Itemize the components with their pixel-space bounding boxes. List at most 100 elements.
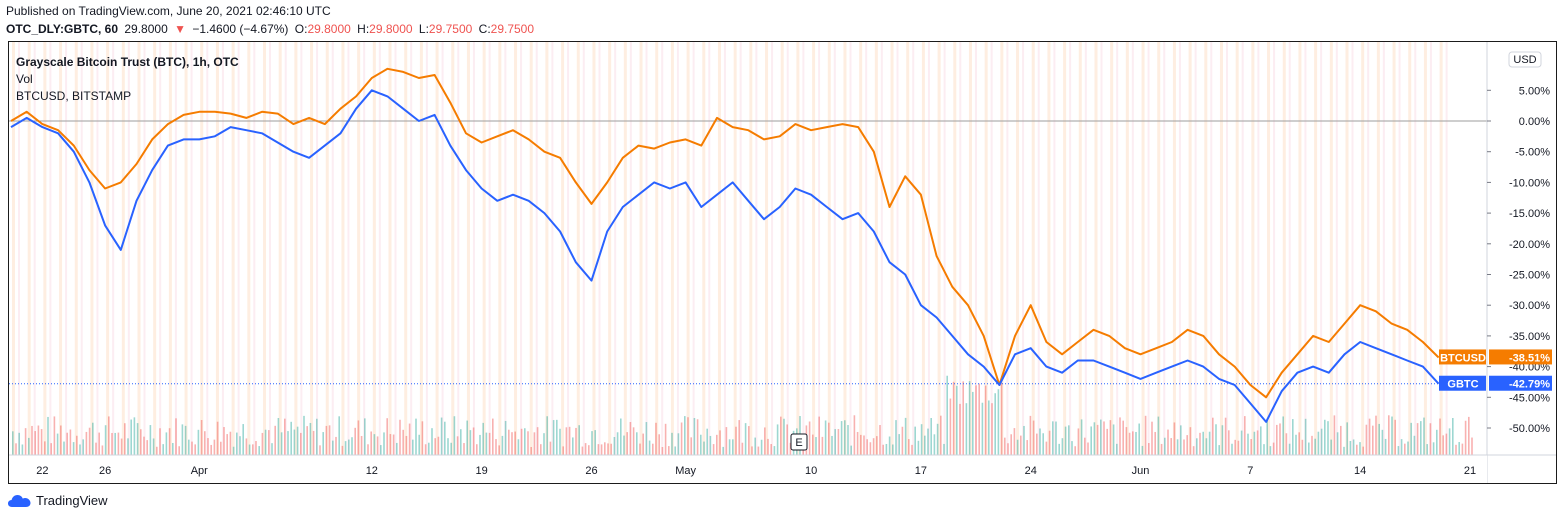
session-stripe: [410, 42, 413, 455]
volume-bar: [690, 437, 692, 455]
volume-bar: [488, 432, 491, 455]
session-stripe: [670, 42, 674, 455]
volume-bar: [130, 419, 132, 455]
volume-bar: [271, 443, 273, 455]
footer-brand-label: TradingView: [36, 493, 108, 508]
volume-bar: [15, 443, 17, 455]
x-tick-label: 10: [805, 465, 817, 477]
volume-bar: [392, 434, 395, 455]
volume-bar: [860, 434, 862, 455]
volume-bar: [1359, 442, 1361, 455]
session-stripe: [121, 42, 125, 455]
volume-bar: [53, 416, 56, 455]
legend-title[interactable]: Grayscale Bitcoin Trust (BTC), 1h, OTC: [16, 55, 239, 69]
volume-bar: [591, 431, 593, 455]
session-stripe: [1172, 42, 1176, 455]
volume-bar: [104, 425, 107, 455]
volume-bar: [1292, 419, 1294, 455]
volume-bar: [828, 422, 830, 455]
series-line-gbtc[interactable]: [10, 89, 1440, 423]
volume-bar: [1023, 425, 1025, 455]
volume-bar: [610, 443, 612, 455]
volume-bar: [543, 433, 545, 455]
volume-bar: [1186, 435, 1188, 455]
session-stripe: [310, 42, 314, 455]
session-stripe: [765, 42, 769, 455]
series-line-btcusd[interactable]: [10, 67, 1440, 399]
volume-bar: [1362, 446, 1364, 455]
volume-bar: [95, 442, 97, 455]
volume-bar: [565, 427, 568, 455]
x-tick-label: 21: [1464, 465, 1476, 477]
volume-bar: [604, 442, 606, 455]
session-stripe: [137, 42, 141, 455]
volume-bar: [626, 432, 628, 455]
session-stripe: [451, 42, 455, 455]
session-stripe: [833, 42, 836, 455]
y-tick-label: -25.00%: [1509, 270, 1550, 282]
session-stripe: [435, 42, 439, 455]
price-chart[interactable]: 5.00% 0.00% -5.00% -10.00% -15.00% -20.00% -25…: [9, 42, 1557, 484]
y-tick-label: 0.00%: [1519, 116, 1550, 128]
volume-bar: [1196, 438, 1198, 455]
legend-volume[interactable]: Vol: [16, 72, 33, 86]
volume-bar: [440, 417, 443, 455]
earnings-marker[interactable]: [790, 433, 808, 451]
session-stripe: [1006, 42, 1009, 455]
volume-bar: [79, 444, 81, 455]
session-stripe: [812, 42, 816, 455]
session-stripe: [1022, 42, 1025, 455]
volume-bar: [309, 422, 312, 455]
session-stripe: [551, 42, 554, 455]
volume-bar: [242, 424, 244, 455]
session-stripe: [1273, 42, 1276, 455]
volume-bar: [181, 424, 184, 455]
session-stripe: [247, 42, 251, 455]
volume-bar: [917, 440, 920, 455]
volume-bar: [194, 444, 196, 455]
y-tick-label: -10.00%: [1509, 177, 1550, 189]
volume-bar: [837, 429, 840, 455]
session-stripe: [419, 42, 423, 455]
last-price: 29.8000: [124, 22, 168, 36]
volume-bar: [645, 422, 648, 455]
session-stripe: [953, 42, 957, 455]
volume-bar: [1448, 428, 1451, 455]
footer-brand[interactable]: TradingView: [8, 493, 108, 508]
volume-bar: [757, 446, 760, 455]
legend-compare-symbol[interactable]: BTCUSD, BITSTAMP: [16, 89, 132, 103]
volume-bar: [351, 437, 353, 455]
session-stripe: [441, 42, 444, 455]
currency-button[interactable]: [1508, 51, 1542, 68]
volume-bar: [479, 434, 481, 455]
session-stripe: [1429, 42, 1432, 455]
volume-bar: [572, 437, 574, 455]
volume-bar: [620, 418, 622, 455]
chart-panel[interactable]: 5.00% 0.00% -5.00% -10.00% -15.00% -20.00% -25…: [8, 41, 1557, 484]
volume-bar: [863, 435, 865, 455]
volume-bar: [712, 444, 715, 455]
symbol-quote-line: OTC_DLY:GBTC, 60 29.8000 ▼ −1.4600 (−4.6…: [6, 22, 537, 36]
volume-bar: [1333, 415, 1336, 455]
currency-button-label[interactable]: USD: [1513, 54, 1536, 66]
volume-bar: [751, 446, 753, 455]
session-stripe: [1016, 42, 1020, 455]
volume-bar: [1426, 444, 1428, 455]
volume-bar: [536, 427, 539, 455]
session-stripe: [1031, 42, 1035, 455]
volume-bar: [876, 436, 878, 455]
session-stripe: [1116, 42, 1119, 455]
volume-bar: [418, 434, 420, 455]
volume-bar: [85, 431, 88, 455]
earnings-marker-label[interactable]: E: [795, 437, 802, 449]
volume-bar: [1285, 433, 1288, 455]
volume-bar: [716, 434, 718, 455]
volume-bar: [277, 417, 280, 455]
volume-bar: [44, 441, 46, 455]
volume-bar: [268, 430, 270, 455]
high-value: 29.8000: [369, 22, 413, 36]
volume-bar: [1119, 417, 1121, 455]
session-stripe: [206, 42, 209, 455]
volume-bar: [994, 393, 996, 455]
volume-bar: [1231, 443, 1233, 455]
